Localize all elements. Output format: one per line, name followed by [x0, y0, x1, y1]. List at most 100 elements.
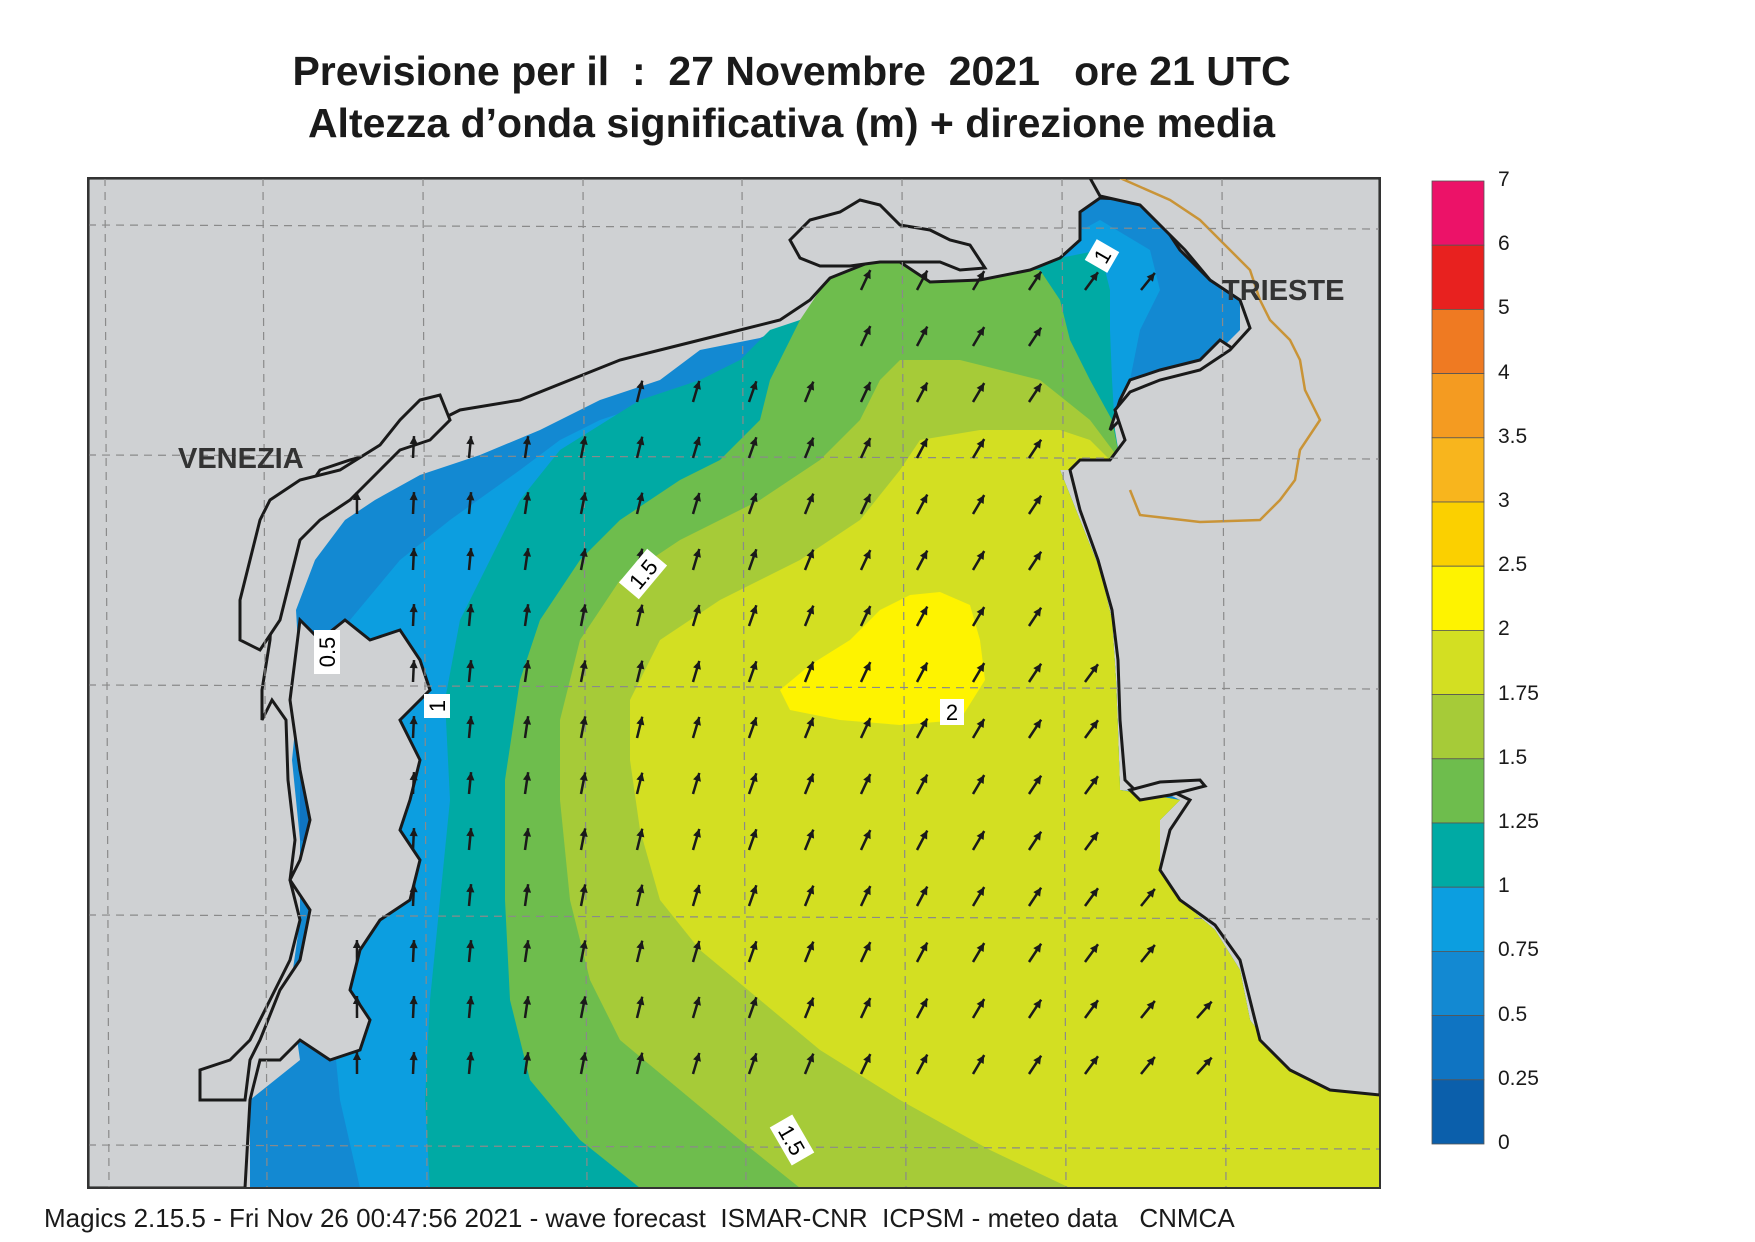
wave-direction-arrow-icon [1027, 550, 1043, 571]
colour-scale-value: 0.75 [1498, 938, 1539, 962]
wave-direction-arrow-icon [915, 493, 929, 515]
wave-direction-arrow-icon [747, 884, 758, 907]
graticule-meridian [104, 177, 110, 1189]
colour-scale-value: 1.5 [1498, 745, 1528, 769]
wave-direction-arrow-icon [803, 1053, 815, 1075]
wave-direction-arrow-icon [1027, 774, 1043, 795]
wave-direction-arrow-icon [635, 828, 645, 851]
colour-scale-swatch [1431, 694, 1485, 760]
colour-scale-value: 0.5 [1498, 1002, 1528, 1026]
wave-direction-arrow-icon [803, 885, 815, 907]
graticule-meridian [1221, 177, 1227, 1189]
wave-direction-arrow-icon [409, 547, 418, 571]
wave-direction-arrow-icon [803, 381, 815, 403]
contour-label-2: 2 [940, 699, 964, 725]
colour-scale-swatch [1431, 501, 1485, 567]
colour-scale-value: 0 [1498, 1131, 1510, 1154]
wave-direction-arrow-icon [1083, 887, 1100, 907]
colour-scale-bar [1431, 180, 1485, 1145]
contour-label-0.5: 0.5 [314, 630, 340, 674]
wave-direction-arrow-icon [915, 717, 929, 739]
wave-direction-arrow-icon [522, 1052, 532, 1075]
wave-direction-arrow-icon [1140, 1056, 1156, 1075]
wave-direction-arrow-icon [803, 941, 815, 963]
wave-direction-arrow-icon [859, 381, 872, 403]
wave-direction-arrow-icon [466, 1051, 475, 1075]
wave-direction-arrow-icon [1027, 886, 1043, 907]
contour-label-1-north: 1 [1084, 239, 1120, 273]
wave-direction-arrow-icon [859, 661, 872, 683]
wave-direction-arrow-icon [859, 493, 872, 515]
wave-direction-arrow-icon [1196, 1056, 1213, 1075]
wave-direction-arrow-icon [579, 772, 588, 795]
wave-direction-arrow-icon [1083, 999, 1100, 1019]
graticule-meridian [582, 177, 588, 1189]
wave-direction-arrow-icon [522, 828, 532, 851]
graticule-parallel [87, 1144, 1381, 1150]
wave-direction-arrow-icon [579, 492, 588, 515]
wave-direction-arrow-icon [1027, 270, 1043, 291]
wave-direction-arrow-icon [635, 884, 645, 907]
wave-direction-arrow-icon [915, 437, 929, 459]
wave-direction-arrow-icon [915, 997, 929, 1019]
wave-direction-arrow-icon [352, 939, 362, 963]
wave-direction-arrow-icon [971, 830, 986, 851]
wave-direction-arrow-icon [409, 771, 418, 795]
wave-direction-arrow-icon [635, 772, 645, 795]
wave-direction-arrow-icon [803, 549, 815, 571]
colour-scale-value: 6 [1498, 232, 1510, 256]
wave-direction-arrow-icon [971, 942, 986, 963]
wave-direction-arrow-icon [1027, 326, 1043, 347]
wave-direction-arrow-icon [747, 772, 758, 795]
place-label-trieste: TRIESTE [1222, 275, 1344, 307]
wave-direction-arrow-icon [409, 827, 418, 851]
sea-band-2-peak [780, 592, 985, 725]
map-graticule [87, 177, 1381, 1189]
wave-direction-arrow-icon [635, 436, 645, 459]
wave-direction-arrow-icon [691, 604, 701, 627]
colour-scale-swatch [1431, 630, 1485, 696]
wave-direction-arrow-icon [1083, 719, 1100, 739]
wave-direction-arrow-icon [747, 1052, 758, 1075]
graticule-meridian [262, 177, 268, 1189]
wave-direction-arrow-icon [915, 269, 929, 291]
colour-scale-value: 1 [1498, 874, 1510, 898]
wave-direction-arrow-icon [466, 883, 475, 907]
wave-direction-arrow-icon [579, 940, 588, 963]
wave-direction-arrow-icon [409, 715, 418, 739]
wave-direction-arrow-icon [803, 437, 815, 459]
wave-direction-arrow-icon [1140, 888, 1156, 907]
wave-direction-arrow-icon [915, 1053, 929, 1075]
wave-direction-arrow-icon [915, 773, 929, 795]
colour-scale-swatch [1431, 951, 1485, 1017]
wave-direction-arrow-icon [1083, 943, 1100, 963]
wave-direction-arrow-icon [915, 549, 929, 571]
graticule-meridian [741, 177, 747, 1189]
graticule-meridian [422, 177, 428, 1189]
wave-direction-arrow-icon [691, 940, 701, 963]
wave-direction-arrow-icon [635, 380, 645, 403]
wave-direction-arrow-icon [1027, 606, 1043, 627]
wave-direction-arrow-icon [691, 884, 701, 907]
wave-direction-arrow-icon [691, 436, 701, 459]
wave-direction-arrow-icon [803, 661, 815, 683]
wave-direction-arrow-icon [971, 326, 986, 347]
wave-direction-arrow-icon [803, 605, 815, 627]
wave-direction-arrow-icon [466, 715, 475, 739]
map-frame [87, 177, 1381, 1189]
land-istria [1068, 178, 1380, 1097]
wave-direction-arrow-icon [466, 827, 475, 851]
svg-text:2: 2 [946, 700, 958, 725]
land-italy-west [88, 178, 1252, 1188]
wave-direction-arrow-icon [915, 325, 929, 347]
wave-direction-arrow-icon [466, 547, 475, 571]
wave-direction-arrow-icon [747, 604, 758, 627]
wave-direction-arrow-icon [409, 435, 418, 459]
graticule-meridian [1061, 177, 1067, 1189]
map-title-date: Previsione per il : 27 Novembre 2021 ore… [292, 48, 1291, 94]
wave-direction-arrow-icon [1140, 944, 1156, 963]
wave-direction-arrow-icon [522, 884, 532, 907]
wave-direction-arrow-icon [971, 1054, 986, 1075]
colour-scale-value: 5 [1498, 296, 1510, 320]
wave-direction-arrow-icon [747, 436, 758, 459]
